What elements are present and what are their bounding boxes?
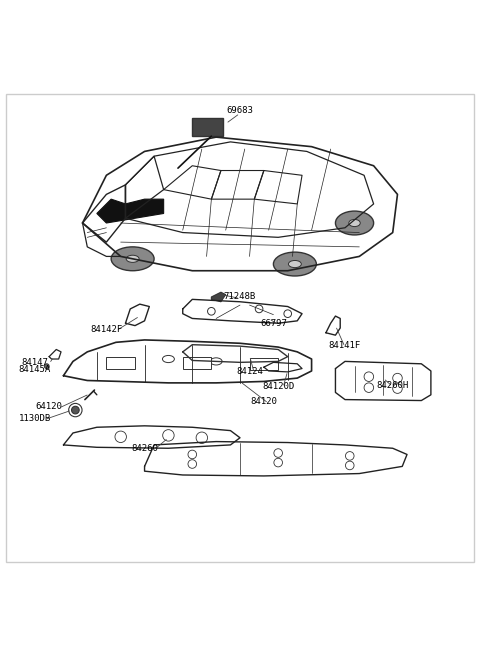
Text: 84120: 84120	[251, 398, 277, 407]
Polygon shape	[97, 199, 164, 223]
Ellipse shape	[288, 260, 301, 268]
Circle shape	[346, 451, 354, 461]
Circle shape	[163, 430, 174, 441]
Circle shape	[196, 432, 207, 443]
Circle shape	[255, 305, 263, 313]
Circle shape	[346, 461, 354, 470]
Text: 84141F: 84141F	[329, 341, 361, 350]
Circle shape	[393, 384, 402, 394]
Ellipse shape	[115, 358, 127, 365]
Circle shape	[188, 450, 197, 459]
Ellipse shape	[336, 211, 373, 235]
Text: 84145A: 84145A	[19, 365, 51, 374]
Ellipse shape	[274, 252, 316, 276]
Text: 69683: 69683	[227, 106, 253, 115]
Text: 84147: 84147	[21, 358, 48, 367]
Text: 84142F: 84142F	[90, 325, 122, 334]
Circle shape	[188, 460, 197, 468]
Ellipse shape	[162, 356, 174, 363]
Ellipse shape	[258, 360, 270, 367]
Circle shape	[364, 383, 373, 392]
Ellipse shape	[349, 219, 360, 226]
Circle shape	[274, 449, 282, 457]
Polygon shape	[211, 292, 226, 302]
Ellipse shape	[111, 247, 154, 271]
Text: 84260: 84260	[131, 443, 158, 453]
Circle shape	[72, 406, 79, 414]
Text: 84260H: 84260H	[377, 380, 409, 390]
FancyBboxPatch shape	[250, 358, 278, 370]
FancyBboxPatch shape	[192, 118, 223, 136]
Circle shape	[274, 459, 282, 467]
Text: 66797: 66797	[260, 319, 287, 328]
Circle shape	[393, 373, 402, 383]
Text: 71248B: 71248B	[224, 293, 256, 302]
Ellipse shape	[126, 255, 139, 262]
Text: 64120: 64120	[36, 402, 62, 411]
Circle shape	[364, 372, 373, 381]
Ellipse shape	[210, 358, 222, 365]
Circle shape	[284, 310, 291, 318]
Text: 84124: 84124	[236, 367, 263, 377]
Circle shape	[44, 364, 49, 369]
Text: 84120D: 84120D	[262, 382, 294, 391]
FancyBboxPatch shape	[107, 357, 135, 369]
Circle shape	[115, 431, 126, 443]
FancyBboxPatch shape	[183, 357, 211, 369]
Text: 1130DB: 1130DB	[19, 414, 51, 423]
Circle shape	[207, 308, 215, 315]
